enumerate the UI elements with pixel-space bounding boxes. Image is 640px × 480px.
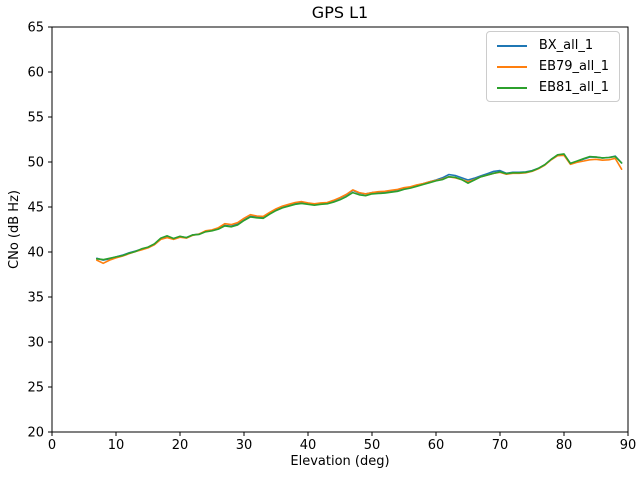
x-tick-label: 70 [492, 438, 509, 453]
legend-line-sample [496, 44, 527, 47]
y-tick-label: 25 [27, 381, 44, 396]
legend-label: EB81_all_1 [538, 80, 609, 95]
y-tick-label: 65 [27, 21, 44, 36]
chart-title: GPS L1 [311, 3, 369, 22]
y-tick-label: 20 [27, 426, 44, 441]
axes-frame [51, 26, 629, 433]
series-line-EB81_all_1 [96, 153, 623, 261]
y-tick-label: 50 [27, 156, 44, 171]
y-tick-label: 35 [27, 291, 44, 306]
x-axis-label: Elevation (deg) [290, 454, 390, 469]
x-tick-label: 10 [108, 438, 125, 453]
y-tick-label: 45 [27, 201, 44, 216]
legend-item: BX_all_1 [496, 38, 609, 53]
y-axis-label: CNo (dB Hz) [7, 190, 22, 269]
legend-item: EB79_all_1 [496, 59, 609, 74]
x-tick-label: 60 [428, 438, 445, 453]
x-tick-label: 30 [236, 438, 253, 453]
legend-label: EB79_all_1 [538, 59, 609, 74]
legend-item: EB81_all_1 [496, 80, 609, 95]
legend-line-sample [496, 65, 527, 68]
x-tick-label: 50 [364, 438, 381, 453]
x-tick-label: 80 [556, 438, 573, 453]
y-tick-label: 55 [27, 111, 44, 126]
legend: BX_all_1 EB79_all_1 EB81_all_1 [485, 31, 620, 102]
x-tick-label: 0 [48, 438, 56, 453]
x-tick-label: 90 [620, 438, 637, 453]
y-tick-label: 60 [27, 66, 44, 81]
legend-label: BX_all_1 [538, 38, 594, 53]
y-tick-label: 40 [27, 246, 44, 261]
legend-line-sample [496, 86, 527, 89]
x-tick-label: 40 [300, 438, 317, 453]
series-line-EB79_all_1 [96, 154, 623, 265]
series-line-BX_all_1 [96, 154, 623, 261]
y-tick-label: 30 [27, 336, 44, 351]
x-tick-label: 20 [172, 438, 189, 453]
